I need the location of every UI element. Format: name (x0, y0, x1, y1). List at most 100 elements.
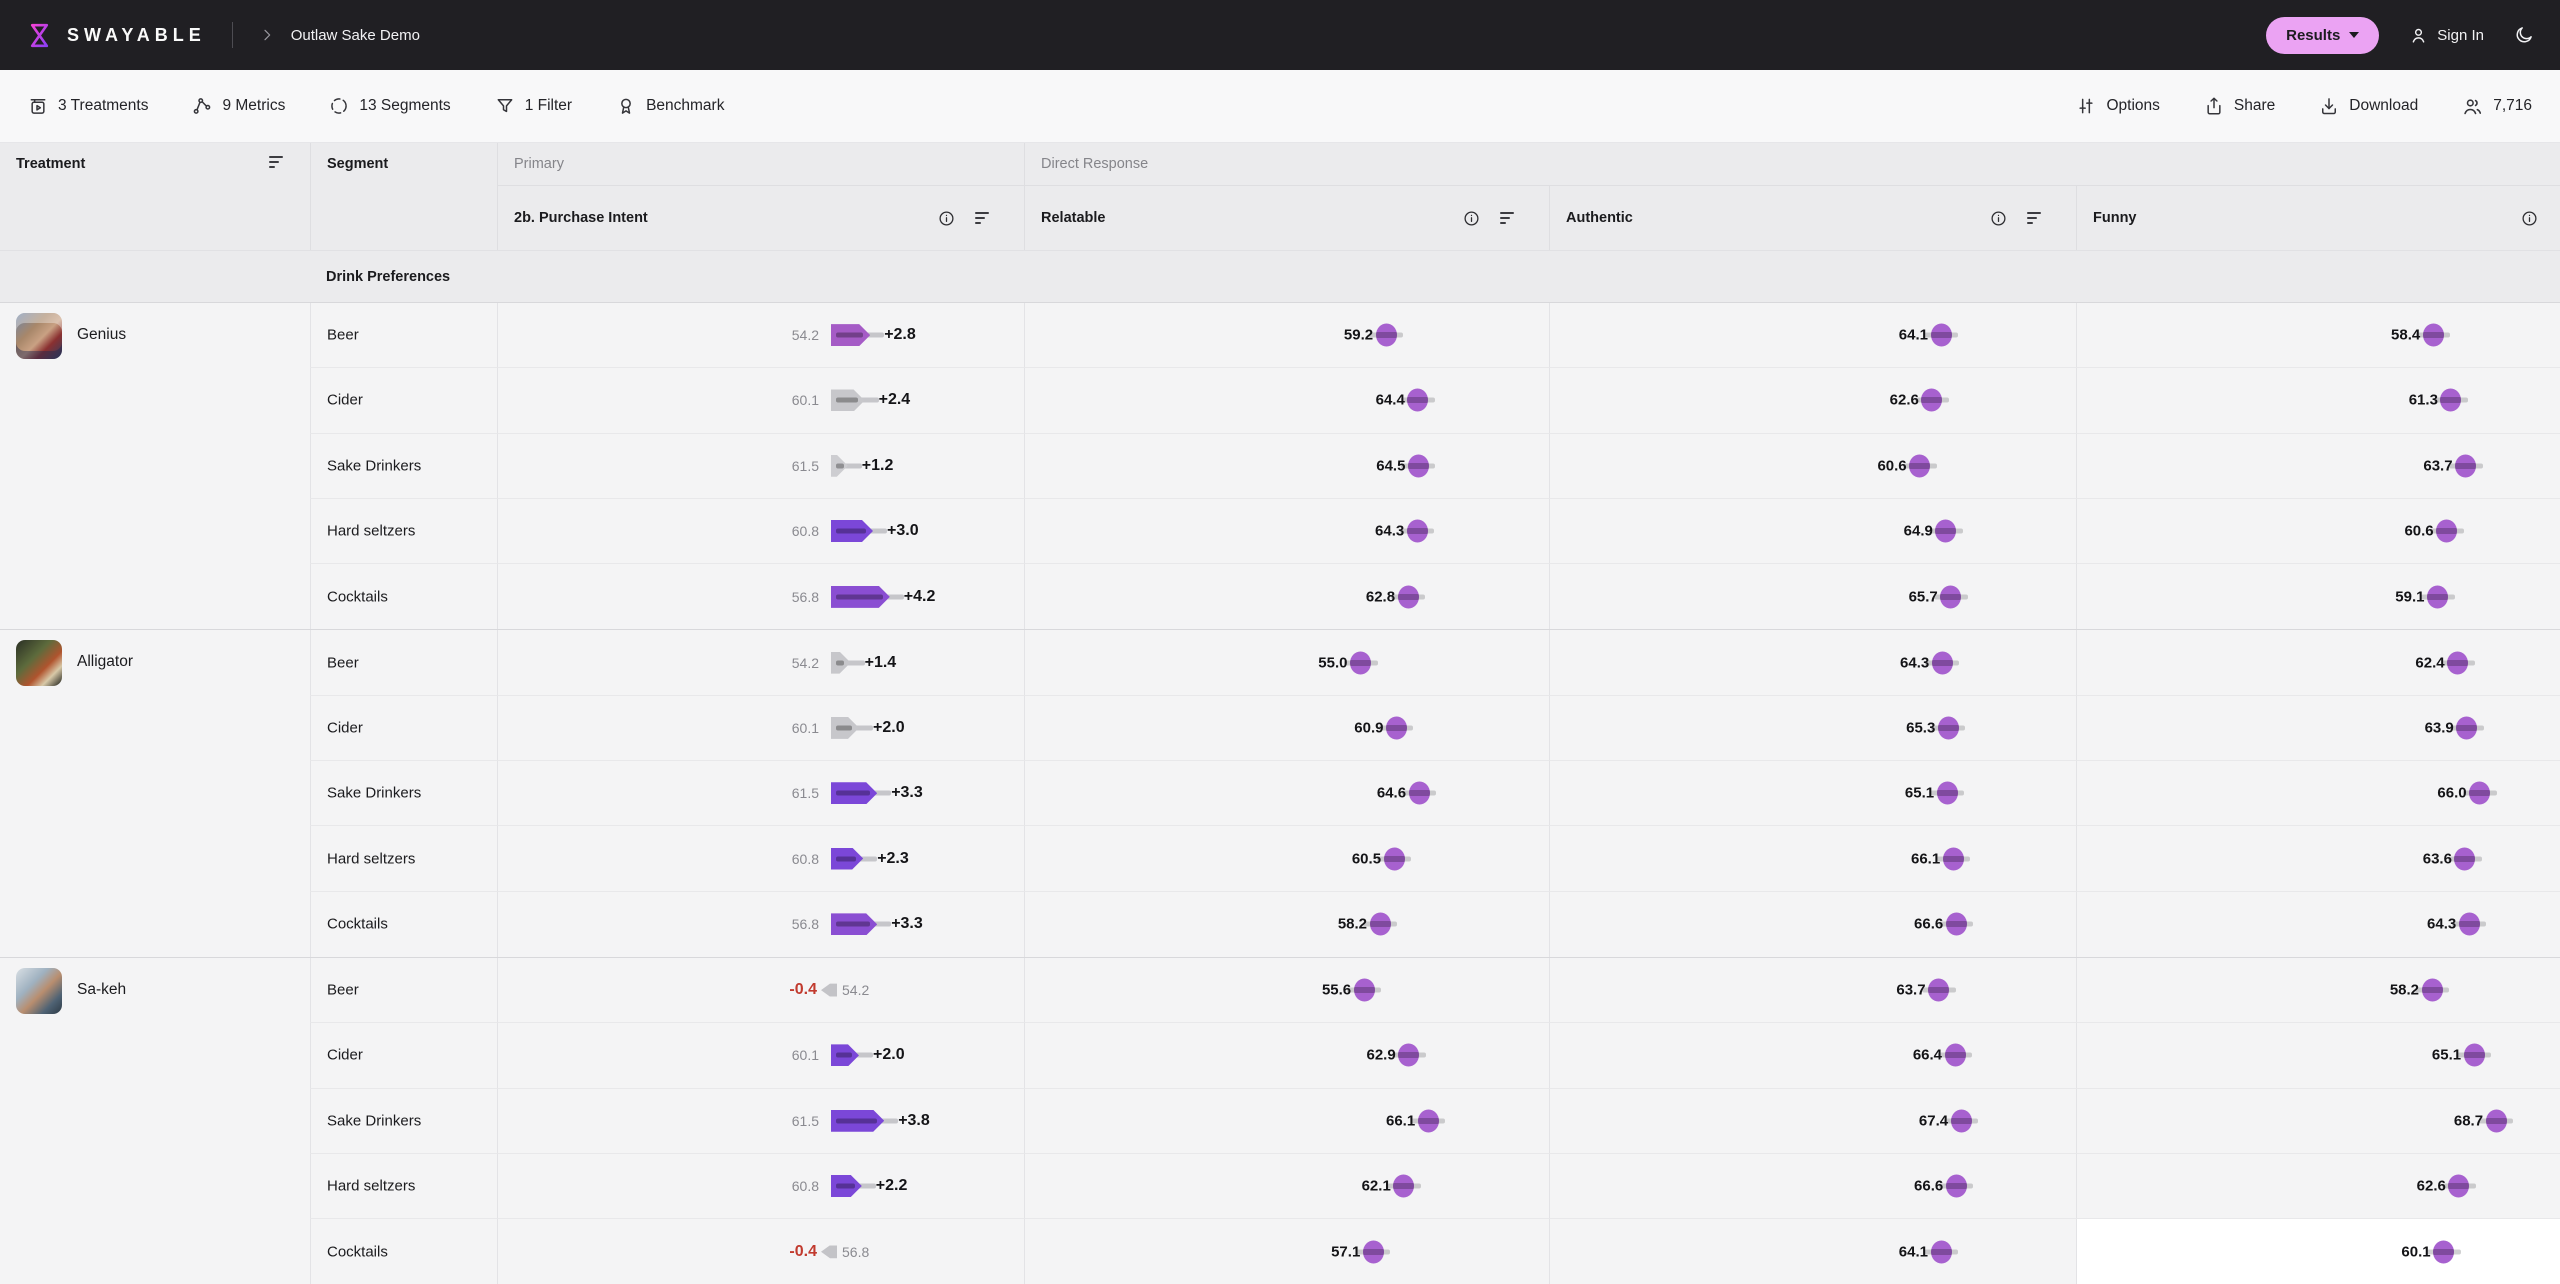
authentic-cell[interactable]: 60.6 (1549, 433, 2076, 499)
funny-cell[interactable]: 68.7 (2076, 1088, 2560, 1154)
funny-cell[interactable]: 62.4 (2076, 630, 2560, 696)
metric-header-authentic[interactable]: Authentic (1549, 185, 2076, 250)
treatment-cell[interactable]: Sa-keh (0, 958, 310, 1284)
purchase-intent-cell[interactable]: 61.5 +1.2 (497, 433, 1024, 499)
segment-cell[interactable]: Cocktails (310, 564, 497, 630)
funny-cell[interactable]: 66.0 (2076, 761, 2560, 827)
authentic-cell[interactable]: 64.9 (1549, 498, 2076, 565)
purchase-intent-cell[interactable]: 54.2 +1.4 (497, 630, 1024, 696)
authentic-cell[interactable]: 66.6 (1549, 891, 2076, 957)
funny-cell[interactable]: 63.9 (2076, 695, 2560, 762)
relatable-cell[interactable]: 55.0 (1024, 630, 1549, 696)
metric-header-funny[interactable]: Funny (2076, 185, 2560, 250)
segment-cell[interactable]: Cocktails (310, 891, 497, 957)
relatable-cell[interactable]: 62.1 (1024, 1153, 1549, 1220)
relatable-cell[interactable]: 62.8 (1024, 564, 1549, 630)
authentic-cell[interactable]: 65.3 (1549, 695, 2076, 762)
segment-cell[interactable]: Sake Drinkers (310, 761, 497, 827)
purchase-intent-cell[interactable]: 60.8 +3.0 (497, 498, 1024, 565)
relatable-cell[interactable]: 60.9 (1024, 695, 1549, 762)
funny-cell[interactable]: 60.6 (2076, 498, 2560, 565)
benchmark-button[interactable]: Benchmark (616, 96, 724, 116)
sign-in-button[interactable]: Sign In (2409, 26, 2484, 45)
segment-cell[interactable]: Cider (310, 1023, 497, 1089)
funny-cell[interactable]: 63.6 (2076, 826, 2560, 892)
authentic-cell[interactable]: 66.1 (1549, 826, 2076, 892)
segments-button[interactable]: 13 Segments (329, 96, 451, 116)
purchase-intent-cell[interactable]: -0.4 56.8 (497, 1219, 1024, 1284)
results-button[interactable]: Results (2266, 16, 2380, 54)
segment-cell[interactable]: Hard seltzers (310, 498, 497, 565)
authentic-cell[interactable]: 64.1 (1549, 303, 2076, 369)
purchase-intent-cell[interactable]: 56.8 +3.3 (497, 891, 1024, 957)
info-icon[interactable] (938, 210, 955, 227)
authentic-cell[interactable]: 64.3 (1549, 630, 2076, 696)
relatable-cell[interactable]: 59.2 (1024, 303, 1549, 369)
info-icon[interactable] (1463, 210, 1480, 227)
authentic-cell[interactable]: 64.1 (1549, 1219, 2076, 1284)
segment-cell[interactable]: Beer (310, 630, 497, 696)
sort-icon[interactable] (269, 156, 284, 168)
info-icon[interactable] (1990, 210, 2007, 227)
funny-cell[interactable]: 59.1 (2076, 564, 2560, 630)
funny-cell[interactable]: 60.1 (2076, 1219, 2560, 1284)
authentic-cell[interactable]: 65.7 (1549, 564, 2076, 630)
authentic-cell[interactable]: 63.7 (1549, 957, 2076, 1024)
purchase-intent-cell[interactable]: 60.1 +2.0 (497, 695, 1024, 762)
metrics-button[interactable]: 9 Metrics (192, 96, 285, 116)
funny-cell[interactable]: 64.3 (2076, 891, 2560, 957)
segment-cell[interactable]: Beer (310, 303, 497, 369)
dark-mode-toggle[interactable] (2514, 25, 2534, 45)
options-button[interactable]: Options (2076, 96, 2160, 116)
segment-cell[interactable]: Sake Drinkers (310, 1088, 497, 1154)
relatable-cell[interactable]: 60.5 (1024, 826, 1549, 892)
funny-cell[interactable]: 58.4 (2076, 303, 2560, 369)
relatable-cell[interactable]: 58.2 (1024, 891, 1549, 957)
sort-icon[interactable] (975, 212, 990, 224)
treatment-column-header[interactable]: Treatment (0, 143, 310, 250)
metric-header-purchase-intent[interactable]: 2b. Purchase Intent (497, 185, 1024, 250)
breadcrumb-title[interactable]: Outlaw Sake Demo (290, 26, 420, 44)
segment-cell[interactable]: Cider (310, 695, 497, 762)
purchase-intent-cell[interactable]: 60.8 +2.3 (497, 826, 1024, 892)
relatable-cell[interactable]: 57.1 (1024, 1219, 1549, 1284)
relatable-cell[interactable]: 64.6 (1024, 761, 1549, 827)
authentic-cell[interactable]: 67.4 (1549, 1088, 2076, 1154)
funny-cell[interactable]: 65.1 (2076, 1023, 2560, 1089)
funny-cell[interactable]: 62.6 (2076, 1153, 2560, 1220)
sort-icon[interactable] (2027, 212, 2042, 224)
brand[interactable]: SWAYABLE (26, 22, 206, 49)
relatable-cell[interactable]: 64.5 (1024, 433, 1549, 499)
funny-cell[interactable]: 63.7 (2076, 433, 2560, 499)
share-button[interactable]: Share (2204, 96, 2275, 116)
segment-cell[interactable]: Hard seltzers (310, 826, 497, 892)
authentic-cell[interactable]: 62.6 (1549, 368, 2076, 434)
relatable-cell[interactable]: 55.6 (1024, 957, 1549, 1024)
funny-cell[interactable]: 58.2 (2076, 957, 2560, 1024)
segment-cell[interactable]: Cider (310, 368, 497, 434)
info-icon[interactable] (2521, 210, 2538, 227)
respondents-count[interactable]: 7,716 (2462, 96, 2532, 117)
metric-header-relatable[interactable]: Relatable (1024, 185, 1549, 250)
relatable-cell[interactable]: 66.1 (1024, 1088, 1549, 1154)
filter-button[interactable]: 1 Filter (495, 96, 572, 116)
download-button[interactable]: Download (2319, 96, 2418, 116)
treatments-button[interactable]: 3 Treatments (28, 96, 148, 116)
relatable-cell[interactable]: 64.4 (1024, 368, 1549, 434)
treatment-thumbnail[interactable] (16, 967, 62, 1014)
authentic-cell[interactable]: 66.6 (1549, 1153, 2076, 1220)
relatable-cell[interactable]: 62.9 (1024, 1023, 1549, 1089)
purchase-intent-cell[interactable]: 56.8 +4.2 (497, 564, 1024, 630)
purchase-intent-cell[interactable]: 60.1 +2.4 (497, 368, 1024, 434)
segment-cell[interactable]: Beer (310, 957, 497, 1024)
segment-cell[interactable]: Hard seltzers (310, 1153, 497, 1220)
treatment-cell[interactable]: Genius (0, 303, 310, 629)
authentic-cell[interactable]: 66.4 (1549, 1023, 2076, 1089)
purchase-intent-cell[interactable]: -0.4 54.2 (497, 957, 1024, 1024)
treatment-thumbnail[interactable] (16, 640, 62, 687)
purchase-intent-cell[interactable]: 61.5 +3.3 (497, 761, 1024, 827)
relatable-cell[interactable]: 64.3 (1024, 498, 1549, 565)
funny-cell[interactable]: 61.3 (2076, 368, 2560, 434)
purchase-intent-cell[interactable]: 54.2 +2.8 (497, 303, 1024, 369)
segment-column-header[interactable]: Segment (310, 143, 497, 250)
